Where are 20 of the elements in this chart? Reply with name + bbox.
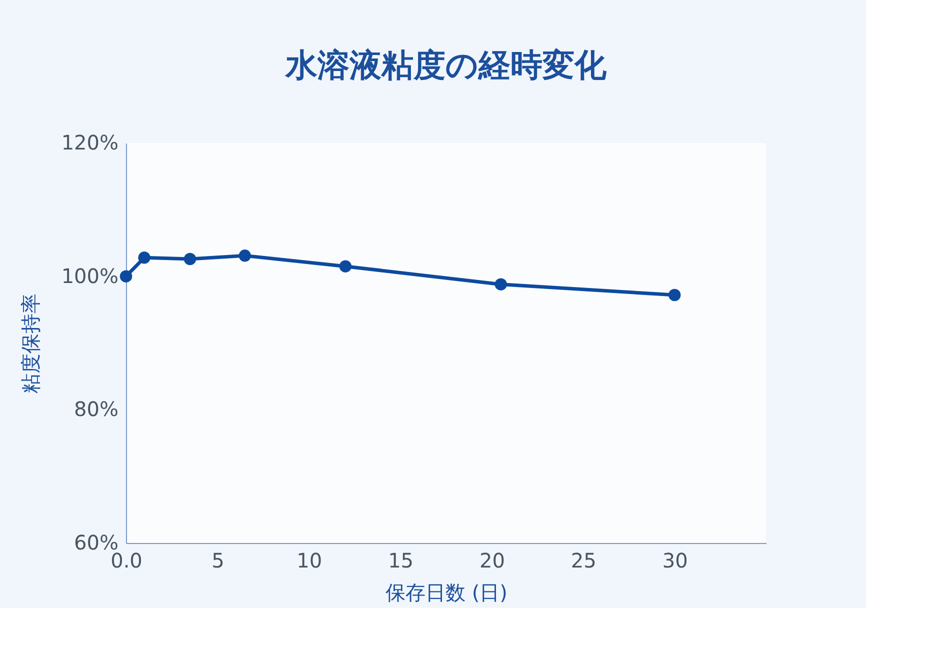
x-tick-label: 25 [570,548,596,572]
x-tick-label: 5 [212,548,224,572]
y-tick-label: 120% [61,130,118,154]
x-axis-title: 保存日数 (日) [386,580,508,604]
point [668,288,681,302]
x-tick-label: 15 [388,548,414,572]
chart-title: 水溶液粘度の経時変化 [284,46,608,84]
y-tick-label: 80% [74,397,118,422]
x-tick-label: 10 [296,548,322,572]
x-tick-label: 0.0 [110,548,142,572]
point [138,252,150,264]
y-axis-title: 粘度保持率 [18,294,42,394]
point [339,260,352,272]
point [494,278,507,290]
point [120,270,132,282]
x-tick-label: 20 [479,548,505,572]
point [184,252,196,266]
y-tick-label: 100% [61,264,118,288]
x-tick-label: 30 [662,548,688,572]
point [238,250,251,262]
